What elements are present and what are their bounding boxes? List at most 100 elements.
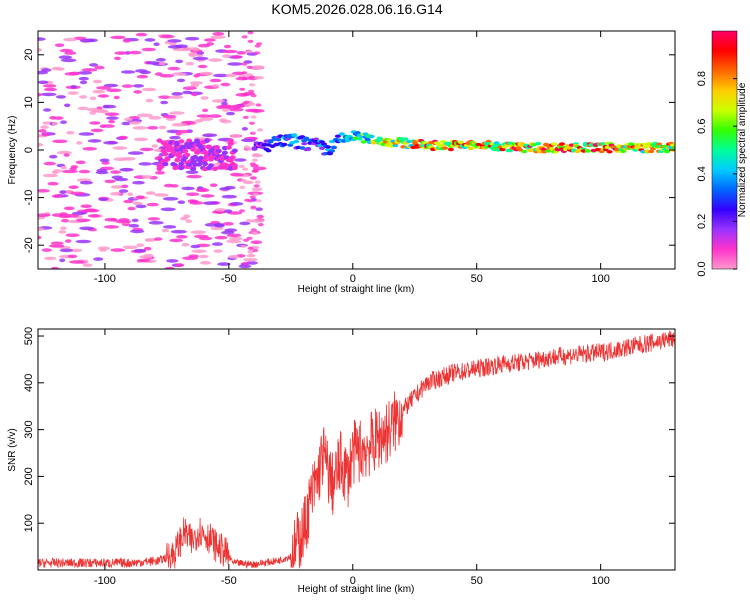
spectral-cell	[128, 50, 142, 55]
x-tick-label: -100	[94, 273, 116, 285]
spectral-cell	[203, 38, 216, 42]
spectral-cell	[113, 95, 120, 100]
spectral-cell	[59, 258, 66, 263]
spectral-cell	[171, 72, 187, 76]
spectral-cell	[60, 120, 67, 124]
spectral-cell	[305, 147, 312, 152]
spectral-cell	[249, 75, 255, 79]
spectral-cell	[163, 225, 177, 229]
spectral-cell	[96, 86, 112, 90]
spectral-cell	[559, 142, 565, 146]
x-tick-label: -100	[94, 575, 116, 587]
spectral-cell	[177, 200, 186, 204]
spectral-cell	[141, 47, 156, 52]
spectral-cell	[313, 137, 320, 141]
spectral-cell	[41, 248, 52, 252]
spectral-cell	[252, 192, 259, 196]
y-tick-label: -20	[23, 237, 35, 253]
spectral-cell	[226, 233, 242, 238]
spectral-cell	[329, 149, 335, 153]
spectral-cell	[103, 225, 119, 229]
spectral-cell	[94, 65, 105, 70]
spectral-cell	[213, 73, 229, 78]
spectral-cell	[59, 248, 73, 253]
spectral-cell	[257, 128, 263, 132]
spectral-cell	[222, 49, 238, 54]
spectral-cell	[160, 207, 176, 212]
spectral-cell	[89, 96, 97, 101]
spectral-cell	[184, 152, 191, 158]
spectral-cell	[121, 184, 129, 189]
spectral-cell	[221, 101, 228, 106]
spectral-cell	[303, 136, 310, 140]
spectral-cell	[642, 145, 649, 149]
spectral-cell	[119, 167, 134, 172]
spectral-cell	[38, 213, 51, 217]
spectral-cell	[220, 82, 231, 87]
spectral-cell	[254, 51, 261, 55]
spectral-cell	[164, 266, 175, 269]
spectral-cell	[63, 206, 75, 211]
spectral-cell	[238, 164, 245, 168]
spectral-cell	[132, 180, 145, 185]
snr-frame	[37, 328, 676, 571]
spectral-cell	[82, 147, 97, 151]
spectrogram-y-label: Frequency (Hz)	[7, 116, 18, 185]
spectral-cell	[154, 72, 163, 76]
spectral-cell	[255, 199, 262, 203]
spectral-cell	[103, 141, 119, 145]
spectral-cell	[202, 108, 209, 113]
spectral-cell	[79, 226, 95, 231]
spectral-cell	[70, 85, 77, 89]
spectral-cell	[190, 244, 201, 249]
spectral-cell	[70, 191, 86, 196]
y-tick-label: 400	[23, 374, 35, 392]
spectral-cell	[227, 62, 243, 66]
spectral-cell	[325, 145, 331, 149]
spectral-cell	[63, 37, 78, 42]
spectral-cell	[146, 202, 159, 207]
spectral-cell	[122, 245, 138, 250]
spectral-cell	[254, 180, 261, 184]
spectral-cell	[75, 239, 92, 244]
spectral-cell	[38, 48, 43, 52]
spectral-cell	[199, 117, 214, 121]
spectral-cell	[79, 80, 88, 85]
spectral-cell	[176, 235, 188, 239]
spectral-cell	[246, 253, 256, 258]
snr-y-ticks: 100 200 300 400 500	[23, 327, 675, 532]
spectral-cell	[216, 105, 226, 109]
spectral-cell	[58, 230, 67, 234]
spectral-cell	[113, 157, 128, 161]
spectral-cell	[185, 219, 192, 223]
spectral-cell	[59, 212, 69, 216]
spectral-cell	[171, 92, 184, 96]
spectral-cell	[281, 142, 288, 147]
spectral-cell	[115, 219, 132, 224]
spectral-cell	[51, 66, 61, 71]
spectral-cell	[43, 87, 57, 92]
spectral-cell	[267, 140, 274, 144]
spectral-cell	[132, 201, 143, 206]
spectral-cell	[96, 168, 108, 173]
spectral-cell	[155, 58, 166, 62]
spectral-cell	[246, 49, 253, 54]
spectral-cell	[200, 96, 209, 100]
spectral-cell	[248, 121, 255, 125]
spectral-cell	[202, 161, 209, 167]
spectral-cell	[185, 61, 195, 66]
spectral-cell	[90, 128, 104, 133]
spectral-cell	[142, 87, 157, 92]
spectral-cell	[256, 42, 263, 46]
spectral-cell	[221, 230, 235, 235]
spectral-cell	[104, 179, 116, 184]
spectral-cell	[199, 261, 212, 265]
spectral-cell	[77, 71, 92, 75]
colorbar-tick-label: 0.0	[696, 261, 708, 276]
spectral-cell	[112, 146, 128, 150]
spectral-cell	[265, 149, 272, 153]
spectral-cell	[190, 166, 197, 172]
spectral-cell	[79, 38, 95, 43]
spectral-cell	[43, 108, 52, 112]
spectral-cell	[230, 173, 245, 177]
